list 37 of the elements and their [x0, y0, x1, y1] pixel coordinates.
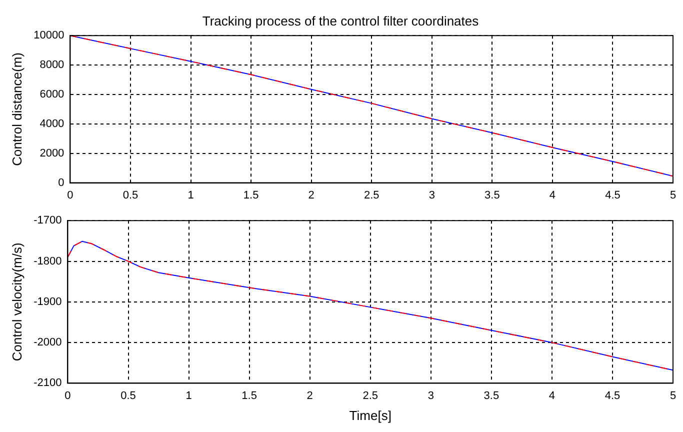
y-tick-label: -2000 — [34, 336, 62, 349]
x-tick-label: 4.5 — [604, 390, 620, 402]
x-tick-label: 0.5 — [120, 390, 136, 402]
y-tick-label: -1900 — [34, 296, 62, 308]
y-tick-label: 8000 — [40, 59, 64, 72]
x-tick-label: 3 — [428, 390, 434, 402]
x-tick-label: 1.5 — [243, 189, 259, 202]
y-tick-label: 0 — [58, 176, 64, 189]
y-tick-label: -1700 — [34, 214, 62, 227]
x-tick-label: 3.5 — [484, 189, 500, 202]
x-tick-label: 5 — [670, 390, 676, 402]
y-tick-label: -1800 — [34, 255, 62, 268]
x-tick-label: 3.5 — [484, 390, 500, 402]
y-axis-title: Control distance(m) — [9, 52, 24, 166]
x-tick-label: 2 — [306, 390, 313, 402]
y-tick-label: -2100 — [34, 377, 62, 390]
x-tick-label: 0.5 — [122, 189, 138, 202]
x-axis-title: Time[s] — [349, 408, 392, 423]
x-tick-label: 1 — [188, 189, 194, 202]
x-tick-label: 1 — [186, 390, 192, 402]
x-tick-label: 3 — [428, 189, 435, 202]
y-tick-label: 6000 — [40, 88, 64, 101]
x-tick-label: 2.5 — [364, 189, 380, 202]
x-tick-label: 4 — [548, 390, 556, 402]
y-tick-label: 4000 — [40, 118, 64, 130]
line-series — [70, 36, 673, 177]
y-axis-title: Control velocity(m/s) — [9, 242, 24, 362]
y-tick-label: 10000 — [34, 30, 64, 42]
y-tick-label: 2000 — [40, 147, 64, 160]
x-tick-label: 1.5 — [242, 390, 257, 402]
x-tick-label: 4 — [549, 189, 556, 202]
x-tick-label: 5 — [670, 189, 676, 202]
x-tick-label: 2 — [308, 189, 314, 202]
x-tick-label: 4.5 — [605, 189, 620, 202]
x-tick-label: 0 — [67, 189, 74, 202]
x-tick-label: 2.5 — [362, 390, 378, 402]
chart-title: Tracking process of the control filter coordinates — [202, 13, 480, 28]
